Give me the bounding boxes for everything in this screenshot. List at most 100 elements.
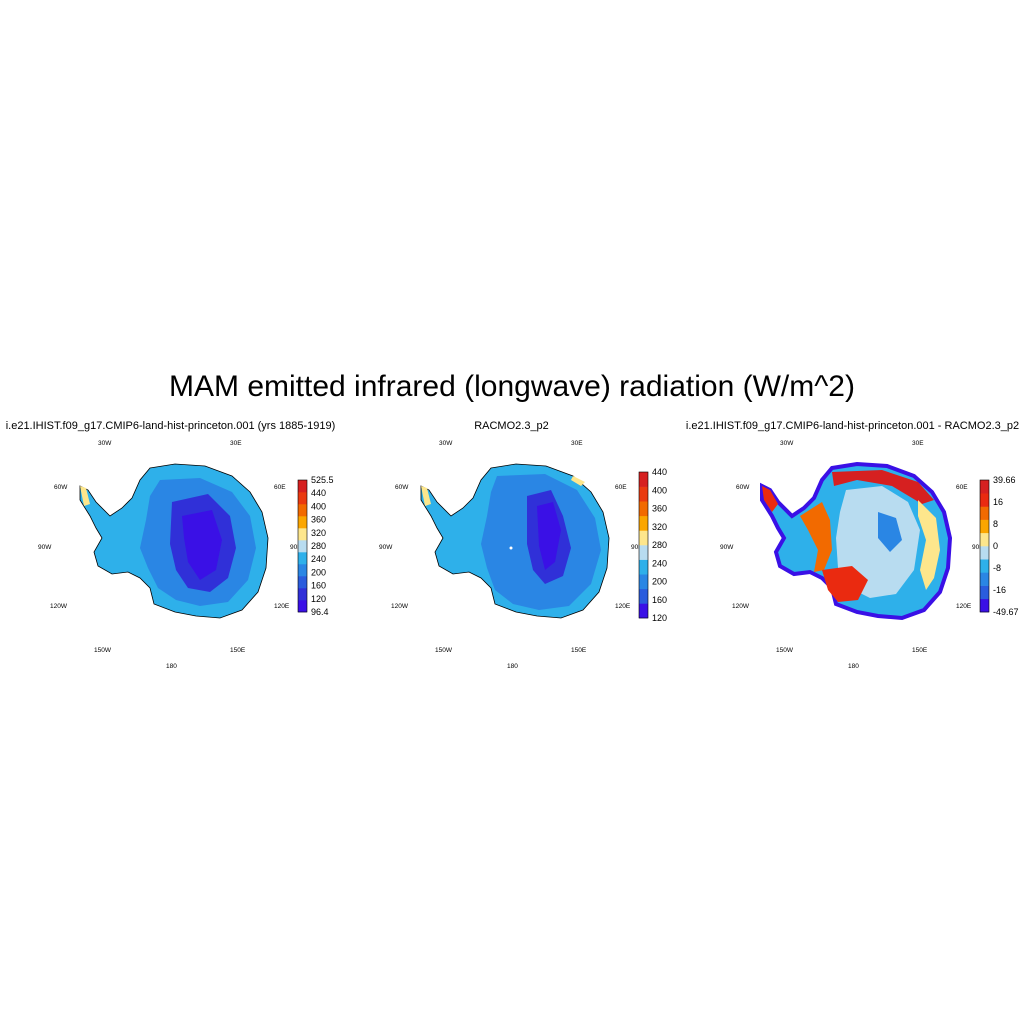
panel-title: RACMO2.3_p2 [474,420,549,432]
difference-ross-warm [800,502,832,572]
colorbar-swatch [980,585,989,600]
lon-label-30w: 30W [780,440,794,447]
colorbar-label: 8 [993,519,998,529]
colorbar-swatch [980,519,989,534]
lon-label-150w: 150W [94,647,112,654]
colorbar-swatch [639,486,648,502]
lon-labels: 30W 30E 60W 60E 90W 90E 120W 120E 150W 1… [379,440,643,670]
panel-title: i.e21.IHIST.f09_g17.CMIP6-land-hist-prin… [685,420,1020,432]
colorbar-label: 200 [311,567,326,577]
colorbar-swatch [298,504,307,517]
panel-title: i.e21.IHIST.f09_g17.CMIP6-land-hist-prin… [5,420,336,432]
colorbar-swatch [980,506,989,520]
difference-interior [836,486,920,598]
map-difference: 30W 30E 60W 60E 90W 90E 120W 120E 150W 1… [720,440,1019,670]
colorbar-label: 360 [652,504,667,514]
difference-peninsula [762,486,778,512]
colorbar-swatch [639,501,648,517]
colorbar-swatch [298,600,307,613]
difference-south-warm [822,566,868,602]
colorbar-label: 280 [311,541,326,551]
colorbar-swatch [980,532,989,547]
colorbar-label: 320 [311,528,326,538]
difference-cold-patch [878,512,902,552]
ice-sheet-coldest [182,510,222,580]
figure-title: MAM emitted infrared (longwave) radiatio… [169,370,855,403]
colorbar-swatch [298,528,307,541]
lon-label-150e: 150E [571,647,587,654]
colorbar-swatch [980,572,989,586]
colorbar-label: 240 [652,558,667,568]
colorbar-label: 16 [993,497,1003,507]
lon-label-30w: 30W [98,440,112,447]
missing-data-point [509,546,513,550]
panel-racmo: RACMO2.3_p2 30W 30E 60W 60E 90W 90E 120W… [341,420,682,680]
lon-label-30e: 30E [230,440,242,447]
colorbar-label: 160 [652,595,667,605]
colorbar-label: 440 [311,488,326,498]
lon-label-90e: 90E [972,544,984,551]
colorbar-label: -8 [993,563,1001,573]
lon-label-30e: 30E [912,440,924,447]
colorbar-label: 440 [652,467,667,477]
lon-label-90w: 90W [38,544,52,551]
colorbar-label: 120 [311,594,326,604]
colorbar-swatch [639,559,648,575]
colorbar-label: 525.5 [311,475,334,485]
lon-label-120w: 120W [732,603,750,610]
lon-label-60w: 60W [736,484,750,491]
lon-label-60e: 60E [615,484,627,491]
peninsula-warm-patch [80,486,90,506]
colorbar-label: 240 [311,554,326,564]
lon-label-30e: 30E [571,440,583,447]
difference-warm-coast [832,470,934,504]
lon-label-120w: 120W [391,603,409,610]
lon-label-150e: 150E [230,647,246,654]
colorbar-swatch [298,540,307,553]
colorbar-swatch [639,472,648,487]
colorbar-label: 400 [311,501,326,511]
lon-label-150w: 150W [435,647,453,654]
lon-label-120e: 120E [274,603,290,610]
colorbar-swatch [639,515,648,531]
colorbar-label: -16 [993,585,1006,595]
colorbar-label: 96.4 [311,607,329,617]
colorbar-swatch [298,552,307,565]
colorbar-swatch [980,493,989,507]
colorbar-swatch [298,564,307,577]
map-model: 30W 30E 60W 60E 90W 90E 120W 120E 150W 1… [38,440,334,670]
antarctica-difference-field [760,461,953,621]
lon-label-180: 180 [507,663,518,670]
lon-label-150w: 150W [776,647,794,654]
lon-label-30w: 30W [439,440,453,447]
lon-label-180: 180 [166,663,177,670]
map-racmo: 30W 30E 60W 60E 90W 90E 120W 120E 150W 1… [379,440,667,670]
colorbar-swatch [980,559,989,573]
colorbar-label: 400 [652,485,667,495]
colorbar-swatch [639,545,648,560]
colorbar-swatch [298,516,307,529]
lon-labels: 30W 30E 60W 60E 90W 90E 120W 120E 150W 1… [720,440,984,670]
colorbar-swatch [639,530,648,546]
antarctica-field [420,463,610,619]
lon-label-60e: 60E [956,484,968,491]
colorbar-swatch [639,603,648,619]
colorbar-swatch [980,546,989,560]
colorbar-swatch [639,574,648,590]
peninsula-warm-patch [421,486,431,506]
colorbar-label: 120 [652,613,667,623]
difference-east-band [918,500,940,590]
colorbar-swatch [298,480,307,493]
lon-label-90e: 90E [290,544,302,551]
colorbar-label: 360 [311,515,326,525]
colorbar-label: 200 [652,577,667,587]
lon-label-120w: 120W [50,603,68,610]
panel-model: i.e21.IHIST.f09_g17.CMIP6-land-hist-prin… [0,420,341,680]
lon-label-60w: 60W [54,484,68,491]
lon-label-120e: 120E [956,603,972,610]
panel-difference: i.e21.IHIST.f09_g17.CMIP6-land-hist-prin… [682,420,1023,680]
lon-labels: 30W 30E 60W 60E 90W 90E 120W 120E 150W 1… [38,440,302,670]
coast-warm-patch [571,476,585,486]
colorbar-label: 160 [311,581,326,591]
colorbar-label: 39.66 [993,475,1016,485]
